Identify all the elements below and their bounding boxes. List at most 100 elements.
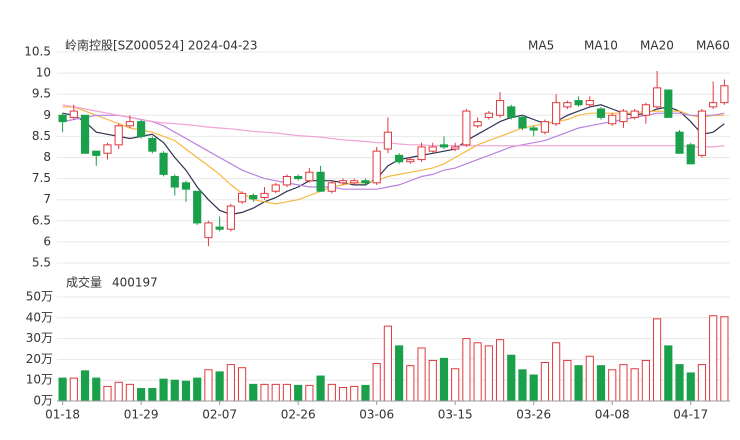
- candle-body: [406, 159, 415, 163]
- candle-body: [305, 171, 314, 182]
- volume-bar: [484, 345, 493, 402]
- volume-bar: [350, 385, 359, 402]
- candle-body: [641, 104, 650, 116]
- volume-bar: [271, 383, 280, 402]
- volume-bar: [103, 385, 112, 402]
- volume-bar: [720, 316, 729, 402]
- candle-body: [529, 127, 538, 131]
- volume-bar: [552, 342, 561, 402]
- volume-bar: [215, 371, 224, 402]
- volume-bar: [338, 386, 348, 402]
- volume-bar: [518, 369, 527, 402]
- volume-bar: [282, 383, 292, 402]
- candle-body: [338, 180, 348, 184]
- candle-body: [720, 85, 729, 104]
- x-tick-label: 04-17: [673, 408, 708, 422]
- volume-bar: [630, 368, 639, 402]
- volume-bar: [193, 377, 202, 402]
- volume-title: 成交量: [66, 275, 102, 290]
- candle-body: [462, 110, 471, 146]
- candle-body: [552, 102, 561, 125]
- candle-body: [675, 131, 684, 154]
- volume-bar: [664, 345, 673, 402]
- volume-bar: [653, 318, 662, 402]
- volume-bar: [686, 372, 695, 402]
- candle-body: [507, 106, 516, 118]
- volume-bar: [383, 325, 392, 402]
- x-tick-label: 03-06: [359, 408, 394, 422]
- candle-body: [69, 110, 78, 118]
- candle-body: [540, 121, 550, 133]
- volume-bar: [697, 364, 707, 402]
- y-tick-label: 10: [36, 66, 51, 80]
- candle-body: [215, 226, 224, 230]
- volume-bar: [148, 388, 157, 402]
- candle-body: [395, 154, 404, 163]
- volume-bar: [92, 377, 101, 402]
- volume-bar: [361, 384, 370, 402]
- volume-bar: [294, 384, 303, 402]
- volume-bar: [451, 368, 460, 402]
- candle-body: [114, 125, 123, 146]
- volume-bar: [170, 379, 179, 402]
- legend-label: MA20: [640, 39, 674, 53]
- volume-bar: [260, 383, 269, 402]
- volume-bar: [69, 377, 78, 402]
- candle-body: [159, 152, 168, 175]
- y-tick-label: 7.5: [32, 171, 51, 185]
- candle-body: [596, 108, 606, 118]
- volume-bar: [540, 362, 550, 402]
- candle-body: [484, 112, 493, 118]
- volume-bar: [473, 342, 482, 402]
- volume-bar: [428, 359, 437, 402]
- volume-bar: [608, 369, 617, 402]
- candle-body: [282, 175, 292, 186]
- y-tick-label: 7: [43, 192, 51, 206]
- volume-bar: [641, 359, 650, 402]
- candle-body: [686, 144, 695, 165]
- candle-body: [170, 175, 179, 188]
- volume-bar: [709, 315, 718, 402]
- candle-body: [473, 121, 482, 127]
- y-tick-label: 10.5: [24, 45, 51, 59]
- volume-bar: [137, 388, 146, 402]
- candle-body: [137, 121, 146, 137]
- ma-line: [62, 104, 725, 216]
- candle-body: [518, 116, 527, 129]
- volume-bar: [226, 364, 235, 402]
- volume-bar: [574, 365, 583, 402]
- x-tick-label: 01-29: [124, 408, 159, 422]
- candle-body: [226, 205, 235, 230]
- y-tick-label: 0万: [33, 394, 53, 408]
- candle-body: [383, 131, 392, 150]
- candle-body: [664, 89, 673, 118]
- candle-body: [316, 171, 325, 192]
- y-tick-label: 9: [43, 108, 51, 122]
- candle-body: [697, 110, 707, 156]
- y-tick-label: 6: [43, 234, 51, 248]
- candle-body: [350, 180, 359, 184]
- ma-line: [62, 106, 725, 205]
- y-tick-label: 20万: [26, 352, 53, 366]
- candle-body: [271, 184, 280, 192]
- volume-bar: [507, 354, 516, 402]
- y-tick-label: 30万: [26, 331, 53, 345]
- candle-body: [193, 190, 202, 224]
- candle-body: [260, 192, 269, 199]
- candle-body: [237, 192, 247, 203]
- ma-line: [62, 112, 725, 190]
- volume-bar: [585, 355, 594, 402]
- candle-body: [294, 175, 303, 180]
- candle-body: [495, 100, 505, 116]
- candle-body: [653, 87, 662, 108]
- candle-body: [249, 194, 258, 200]
- volume-bar: [114, 381, 123, 402]
- x-tick-label: 04-08: [595, 408, 630, 422]
- chart-title: 岭南控股[SZ000524] 2024-04-23: [65, 38, 258, 53]
- volume-bar: [58, 377, 67, 402]
- x-tick-label: 03-15: [438, 408, 473, 422]
- y-tick-label: 8: [43, 150, 51, 164]
- candle-body: [630, 110, 639, 118]
- candle-body: [148, 138, 157, 152]
